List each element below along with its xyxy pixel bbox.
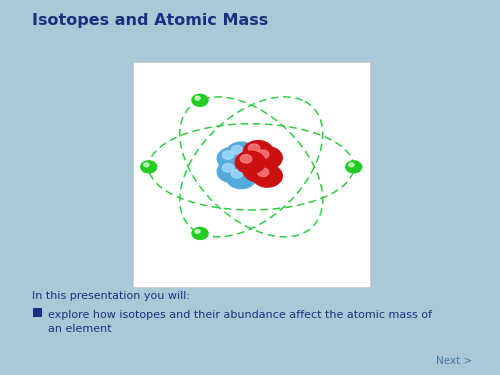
Circle shape: [240, 161, 252, 170]
Circle shape: [235, 158, 265, 180]
Circle shape: [258, 150, 269, 159]
Bar: [32, 308, 42, 317]
Circle shape: [349, 163, 354, 167]
Circle shape: [195, 96, 200, 100]
Circle shape: [346, 161, 362, 173]
Circle shape: [144, 163, 149, 167]
Circle shape: [240, 154, 252, 163]
Text: In this presentation you will:: In this presentation you will:: [32, 291, 190, 301]
Circle shape: [217, 160, 247, 183]
Circle shape: [248, 144, 260, 153]
Circle shape: [258, 168, 269, 177]
Circle shape: [195, 230, 200, 233]
Text: explore how isotopes and their abundance affect the atomic mass of
an element: explore how isotopes and their abundance…: [48, 310, 432, 334]
Circle shape: [252, 147, 282, 169]
FancyBboxPatch shape: [132, 62, 370, 287]
Circle shape: [235, 151, 265, 174]
Circle shape: [243, 159, 273, 182]
Text: Isotopes and Atomic Mass: Isotopes and Atomic Mass: [32, 13, 269, 28]
Circle shape: [252, 165, 282, 187]
Circle shape: [217, 147, 247, 170]
Circle shape: [141, 161, 157, 173]
Circle shape: [243, 141, 273, 163]
Circle shape: [248, 163, 260, 171]
Circle shape: [226, 166, 256, 189]
Circle shape: [222, 164, 234, 172]
Circle shape: [192, 228, 208, 240]
Circle shape: [232, 170, 242, 178]
Circle shape: [226, 142, 256, 165]
Text: Next >: Next >: [436, 356, 472, 366]
Circle shape: [222, 151, 234, 159]
Circle shape: [192, 94, 208, 106]
Circle shape: [232, 146, 242, 154]
